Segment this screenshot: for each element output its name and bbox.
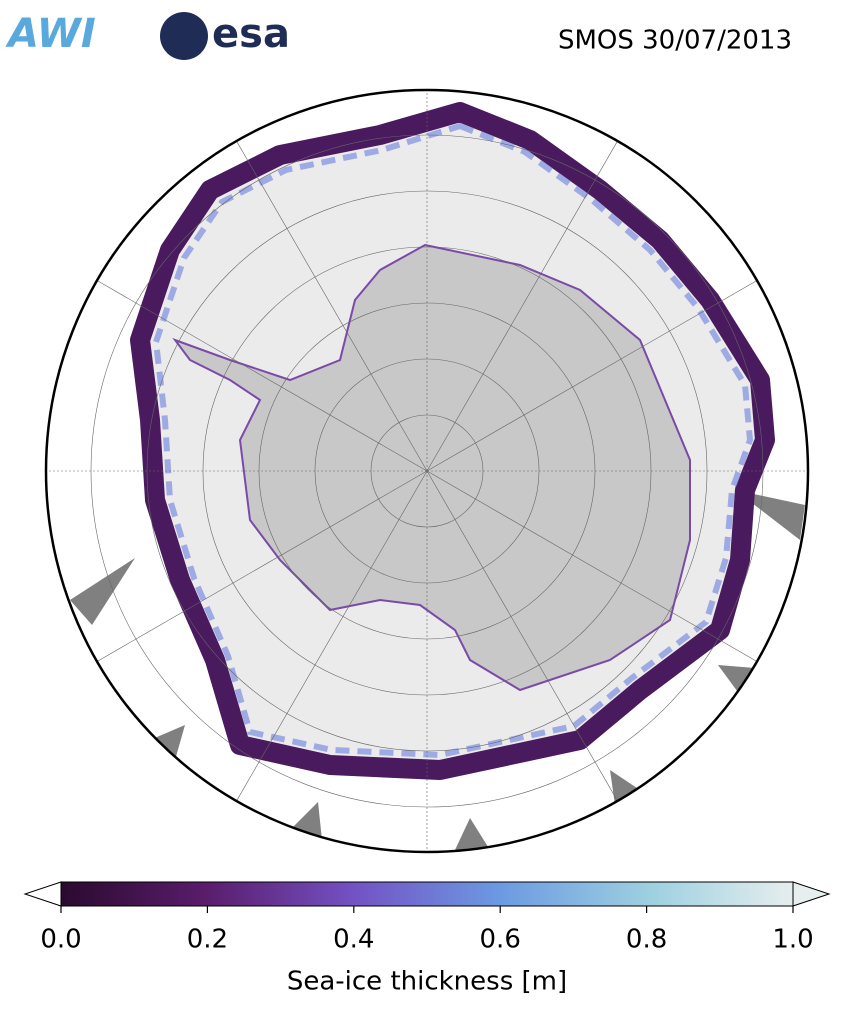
awi-logo: AWI [5, 11, 96, 57]
colorbar-label: Sea-ice thickness [m] [287, 967, 567, 997]
colorbar-tick-label: 0.0 [40, 925, 81, 955]
map-title: SMOS 30/07/2013 [558, 26, 792, 56]
colorbar-tick-label: 0.2 [187, 925, 228, 955]
meridian-line [96, 470, 428, 662]
meridian-line [426, 470, 618, 802]
meridian-line [426, 140, 618, 472]
meridian-line [96, 280, 428, 472]
meridian-line [426, 280, 758, 472]
no-data [70, 558, 135, 625]
no-data [610, 770, 640, 805]
esa-logo-mark [160, 12, 208, 60]
colorbar: 0.0 0.2 0.4 0.6 0.8 1.0 [23, 881, 831, 955]
no-data [455, 818, 490, 850]
esa-logo: esa [212, 11, 290, 57]
map [46, 90, 808, 852]
graticule [46, 90, 808, 852]
colorbar-tick-label: 0.4 [333, 925, 374, 955]
colorbar-tick-label: 0.8 [626, 925, 667, 955]
colorbar-tick-label: 0.6 [480, 925, 521, 955]
sea-ice-edge [152, 122, 754, 759]
map-frame [44, 88, 810, 854]
meridian-line [236, 140, 428, 472]
colorbar-extend-high [792, 881, 831, 907]
no-data [718, 665, 755, 695]
colorbar-tick-label: 1.0 [772, 925, 813, 955]
no-data [150, 725, 185, 760]
meridian-line [236, 470, 428, 802]
meridian-line [426, 470, 758, 662]
colorbar-gradient [60, 881, 794, 907]
colorbar-extend-low [23, 881, 62, 907]
